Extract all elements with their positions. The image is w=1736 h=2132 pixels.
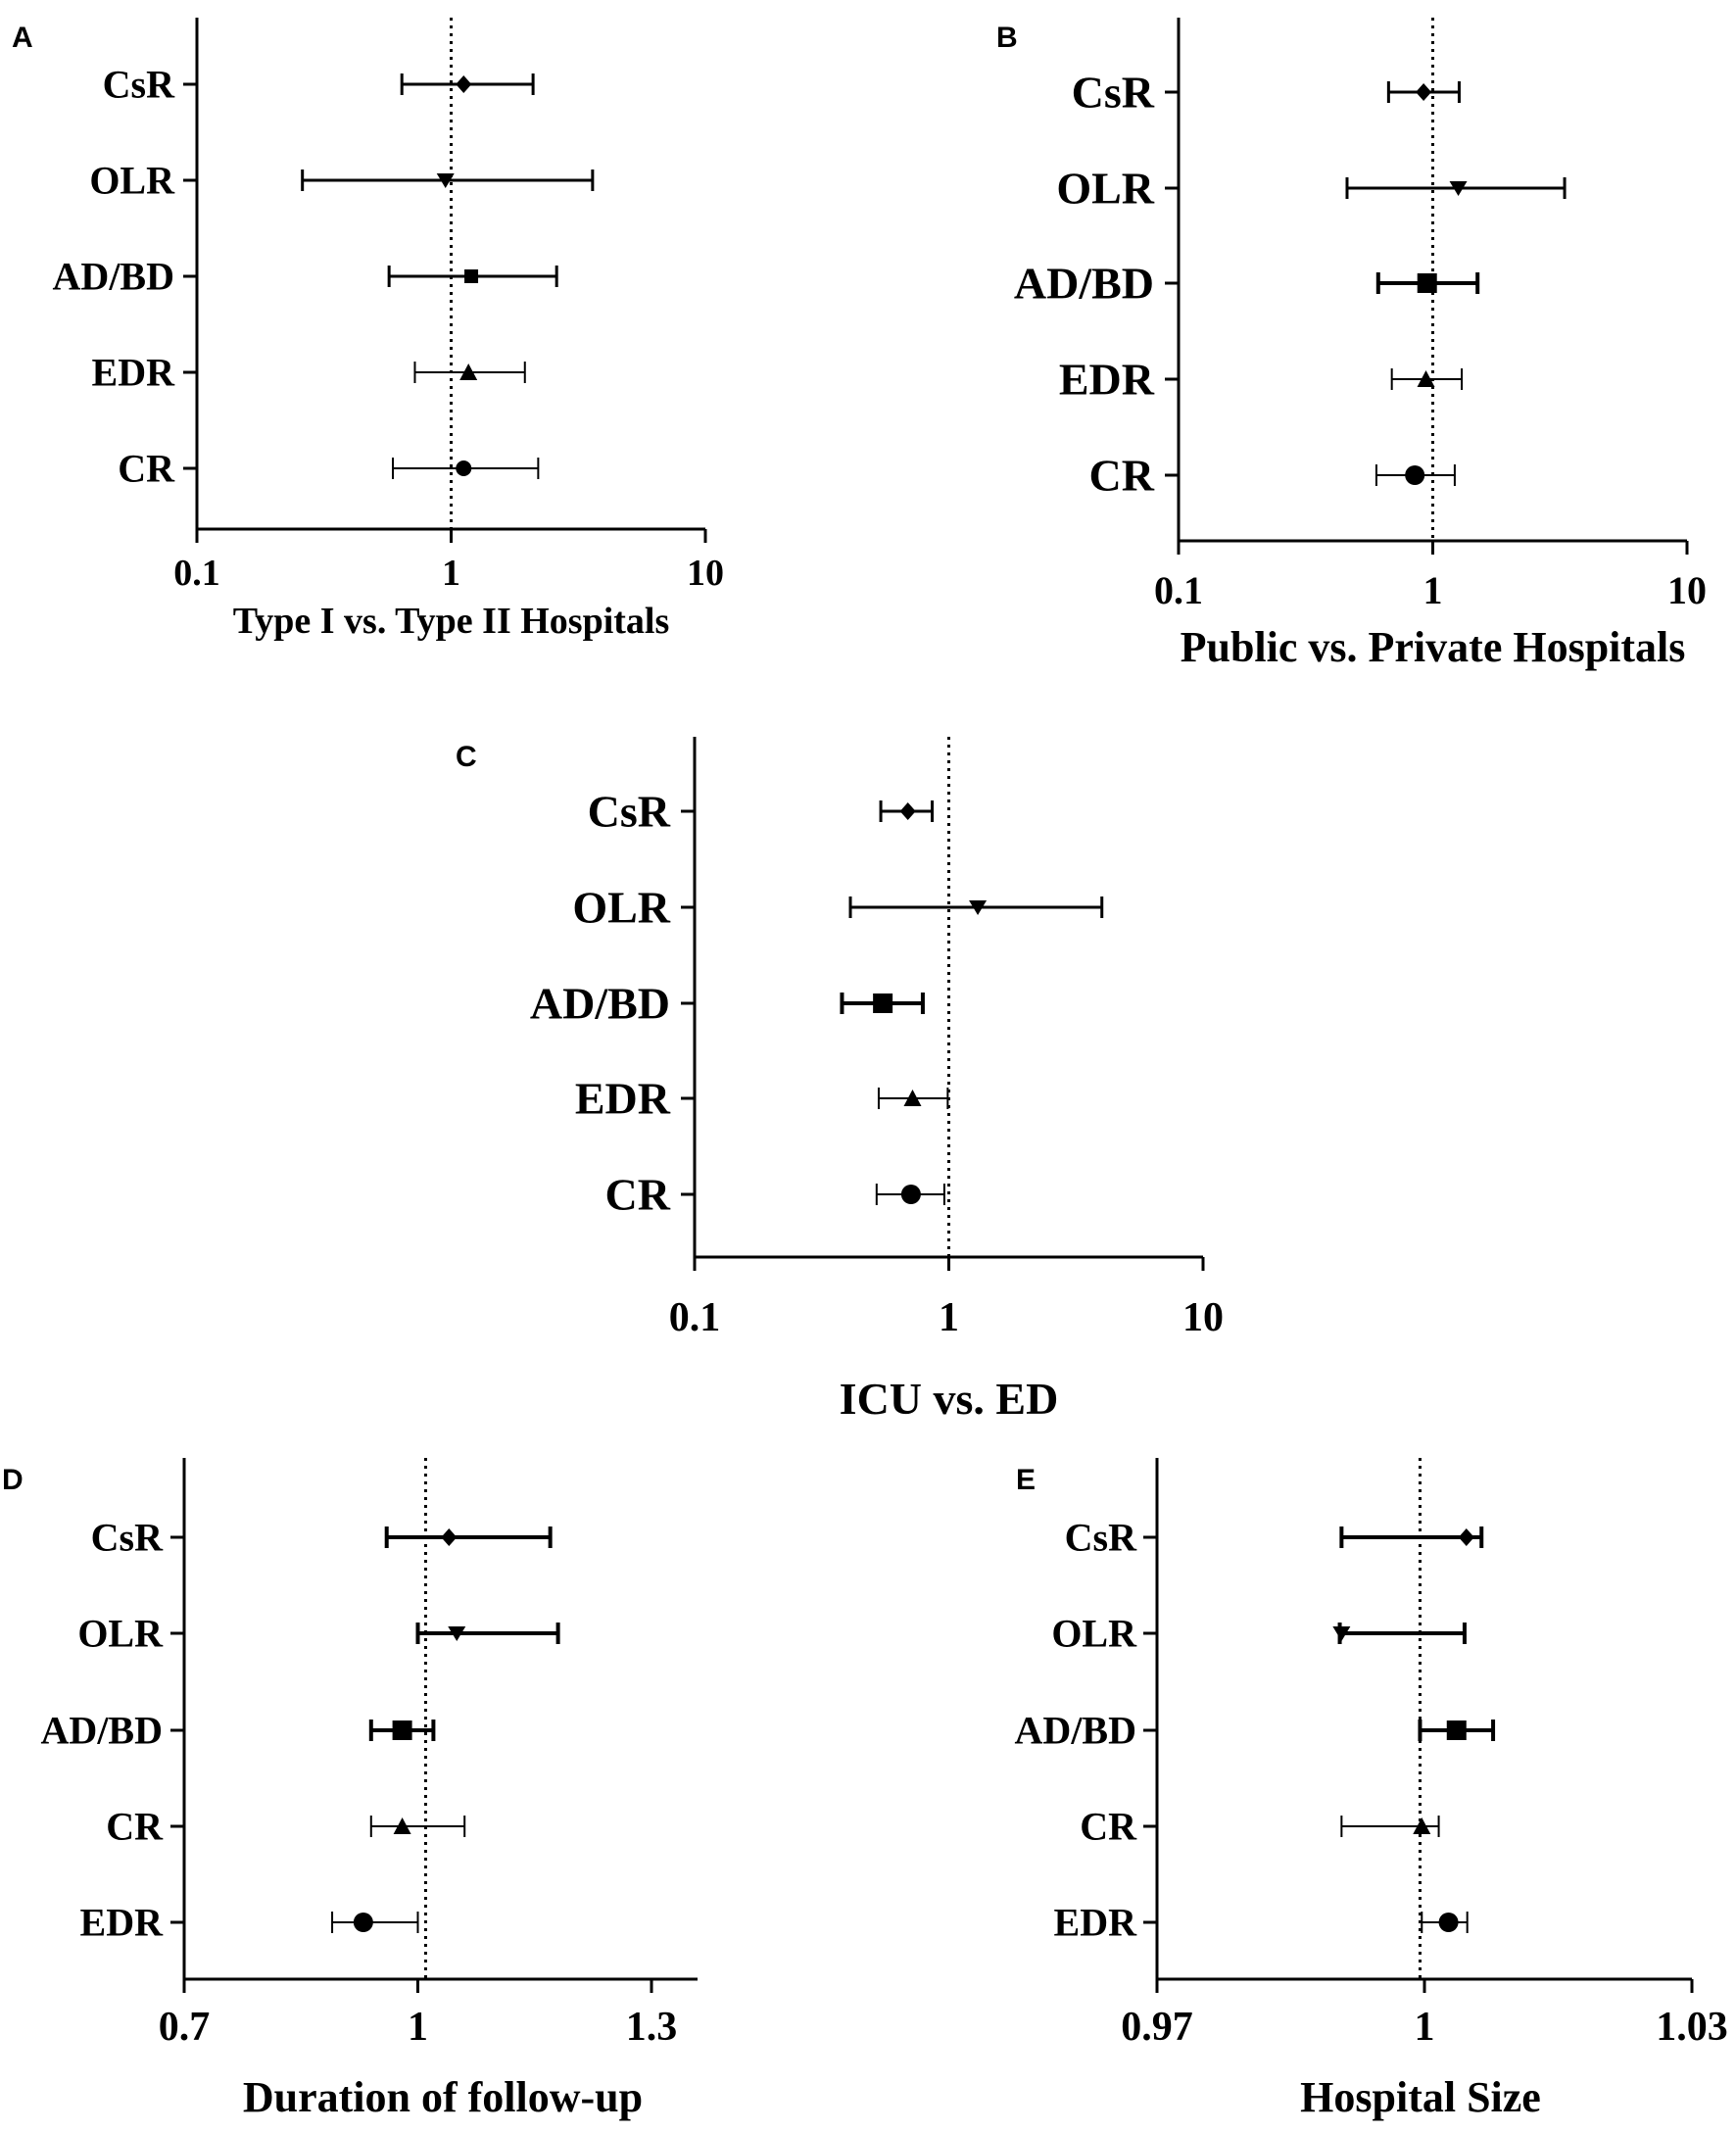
- category-label: OLR: [572, 883, 670, 933]
- x-tick-label: 1: [939, 1295, 959, 1340]
- panel-e: E 0.97 1 1.03 CsR OLR AD/BD CR EDR Hospital Size: [1015, 1458, 1728, 2121]
- x-tick-label: 10: [1182, 1295, 1224, 1340]
- x-tick-label: 10: [687, 553, 724, 594]
- x-tick-label: 1.3: [626, 2005, 678, 2050]
- panel-label: C: [456, 741, 477, 773]
- point-estimate-square: [873, 993, 893, 1013]
- category-label: CR: [106, 1805, 164, 1849]
- x-tick-label: 0.7: [159, 2005, 211, 2050]
- x-tick-label: 1: [1423, 568, 1443, 612]
- x-tick-label: 1: [1415, 2005, 1435, 2050]
- x-tick-label: 0.1: [173, 553, 220, 594]
- x-axis-title: Type I vs. Type II Hospitals: [233, 601, 670, 642]
- x-tick-label: 1: [442, 553, 460, 594]
- category-label: CsR: [1065, 1516, 1137, 1560]
- point-estimate-circle: [1438, 1913, 1459, 1932]
- point-estimate-circle: [1405, 465, 1425, 485]
- point-estimate-triangle-down: [448, 1626, 466, 1641]
- point-estimate-diamond: [1458, 1528, 1474, 1546]
- x-tick-label: 0.97: [1121, 2005, 1193, 2050]
- category-label: EDR: [575, 1074, 671, 1124]
- x-axis-title: ICU vs. ED: [840, 1374, 1059, 1424]
- x-axis-title: Hospital Size: [1300, 2073, 1541, 2121]
- category-label: OLR: [1056, 164, 1154, 214]
- category-label: AD/BD: [41, 1709, 163, 1753]
- category-label: CsR: [588, 787, 671, 837]
- category-label: AD/BD: [530, 979, 670, 1029]
- category-label: EDR: [92, 351, 176, 395]
- category-label: CR: [118, 447, 175, 491]
- category-label: AD/BD: [1015, 1709, 1136, 1753]
- category-label: EDR: [1054, 1901, 1138, 1945]
- category-label: CR: [1080, 1805, 1137, 1849]
- category-label: CsR: [91, 1516, 164, 1560]
- category-label: CR: [1089, 451, 1155, 501]
- point-estimate-square: [1417, 273, 1437, 293]
- point-estimate-triangle-up: [1417, 370, 1435, 387]
- point-estimate-diamond: [899, 802, 916, 820]
- x-axis-title: Public vs. Private Hospitals: [1181, 623, 1686, 671]
- panel-d: D 0.7 1 1.3 CsR OLR AD/BD CR EDR Duration of foll…: [2, 1458, 698, 2121]
- x-axis-title: Duration of follow-up: [243, 2073, 643, 2121]
- x-tick-label: 10: [1667, 568, 1707, 612]
- point-estimate-diamond: [456, 75, 472, 93]
- category-label: OLR: [89, 159, 175, 203]
- category-label: OLR: [1051, 1612, 1137, 1656]
- point-estimate-triangle-up: [903, 1090, 922, 1106]
- point-estimate-triangle-down: [969, 900, 988, 915]
- category-label: CsR: [103, 63, 175, 107]
- point-estimate-square: [392, 1720, 412, 1740]
- panel-label: A: [12, 22, 33, 54]
- category-label: CsR: [1072, 68, 1155, 118]
- point-estimate-circle: [353, 1913, 373, 1932]
- point-estimate-triangle-down: [436, 173, 455, 188]
- category-label: EDR: [80, 1901, 165, 1945]
- point-estimate-triangle-up: [459, 363, 478, 380]
- x-tick-label: 0.1: [1154, 568, 1203, 612]
- panel-a: A 0.1 1 10 CsR OLR AD/BD EDR CR Type I vs. Type I…: [12, 18, 724, 642]
- point-estimate-circle: [900, 1185, 921, 1204]
- point-estimate-square: [1446, 1720, 1467, 1740]
- panel-label: B: [996, 22, 1018, 54]
- point-estimate-diamond: [1416, 83, 1432, 101]
- point-estimate-triangle-down: [1332, 1626, 1351, 1641]
- panel-c: C 0.1 1 10 CsR OLR AD/BD EDR CR ICU vs. ED: [456, 737, 1224, 1424]
- point-estimate-square: [464, 269, 479, 283]
- x-tick-label: 1: [408, 2005, 428, 2050]
- panel-label: D: [2, 1464, 24, 1496]
- category-label: EDR: [1059, 355, 1155, 405]
- category-label: AD/BD: [1014, 259, 1154, 309]
- x-tick-label: 0.1: [669, 1295, 721, 1340]
- point-estimate-circle: [456, 460, 472, 476]
- point-estimate-diamond: [441, 1528, 458, 1546]
- category-label: CR: [605, 1170, 671, 1220]
- x-tick-label: 1.03: [1656, 2005, 1728, 2050]
- point-estimate-triangle-up: [393, 1817, 411, 1834]
- panel-b: B 0.1 1 10 CsR OLR AD/BD EDR CR Public vs. Privat…: [996, 18, 1707, 671]
- category-label: AD/BD: [53, 255, 174, 299]
- category-label: OLR: [77, 1612, 164, 1656]
- point-estimate-triangle-down: [1449, 181, 1468, 196]
- panel-label: E: [1016, 1464, 1036, 1496]
- point-estimate-triangle-up: [1413, 1817, 1431, 1834]
